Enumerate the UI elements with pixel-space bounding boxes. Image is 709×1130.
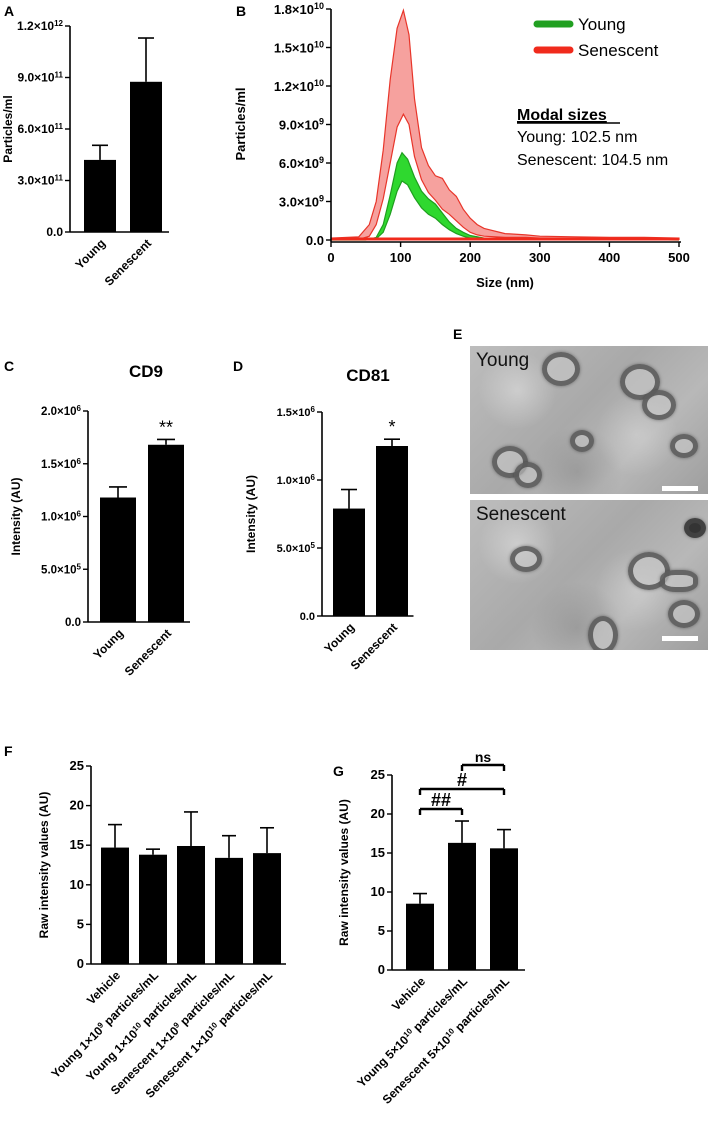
- comparison-label: ##: [431, 790, 451, 810]
- em-label-young: Young: [476, 350, 530, 371]
- panel-letter: C: [4, 358, 14, 374]
- y-axis-label: Intensity (AU): [9, 477, 23, 555]
- legend-label: Young: [578, 15, 626, 34]
- category-label: Senescent: [348, 620, 400, 672]
- y-axis-label: Intensity (AU): [244, 475, 258, 553]
- panel-letter: B: [236, 3, 246, 19]
- chart-title: CD81: [346, 366, 389, 385]
- significance-marker: **: [159, 417, 173, 437]
- category-label: Vehicle: [389, 974, 428, 1013]
- em-image-senescent: Senescent: [470, 500, 708, 650]
- bar: [333, 508, 365, 616]
- y-tick-label: 20: [70, 798, 84, 813]
- y-tick-label: 15: [70, 837, 84, 852]
- y-tick-label: 0: [77, 956, 84, 971]
- em-image-young: Young: [470, 346, 708, 494]
- x-tick-label: 400: [599, 250, 621, 265]
- x-tick-label: 500: [668, 250, 690, 265]
- annotation-title: Modal sizes: [517, 107, 607, 124]
- scale-bar: [662, 636, 698, 641]
- y-tick-label: 6.0×109: [279, 155, 324, 171]
- annotation-line: Senescent: 104.5 nm: [517, 152, 668, 169]
- y-tick-label: 5: [378, 923, 385, 938]
- x-tick-label: 200: [459, 250, 481, 265]
- y-tick-label: 1.0×106: [41, 509, 82, 524]
- significance-marker: *: [388, 417, 395, 437]
- category-label: Senescent: [122, 626, 174, 678]
- y-tick-label: 0.0: [46, 225, 63, 239]
- y-tick-label: 1.5×106: [277, 405, 316, 420]
- y-tick-label: 1.0×106: [277, 473, 316, 488]
- panel-letter: E: [453, 326, 462, 342]
- category-label: Young: [90, 626, 126, 662]
- y-tick-label: 1.8×1010: [274, 1, 324, 17]
- y-tick-label: 3.0×1011: [17, 173, 63, 188]
- category-label: Young: [72, 236, 108, 272]
- x-tick-label: 300: [529, 250, 551, 265]
- bar: [253, 853, 281, 964]
- y-axis-label: Raw intensity values (AU): [337, 799, 351, 946]
- y-axis-label: Particles/ml: [1, 95, 15, 162]
- y-axis-label: Particles/ml: [233, 88, 248, 161]
- bar: [101, 847, 129, 964]
- category-label: Young: [321, 620, 357, 656]
- y-tick-label: 25: [371, 767, 385, 782]
- panel-letter: D: [233, 358, 243, 374]
- y-tick-label: 3.0×109: [279, 194, 324, 210]
- bar: [84, 159, 116, 232]
- panel-letter: A: [4, 3, 14, 19]
- y-tick-label: 1.2×1012: [17, 19, 63, 34]
- panel-letter: G: [333, 763, 344, 779]
- y-tick-label: 20: [371, 806, 385, 821]
- annotation-line: Young: 102.5 nm: [517, 129, 637, 146]
- bar: [130, 81, 162, 233]
- y-tick-label: 0.0: [65, 617, 81, 629]
- y-tick-label: 6.0×1011: [17, 122, 63, 137]
- bar: [215, 857, 243, 964]
- bar: [100, 497, 136, 622]
- bar: [406, 903, 434, 970]
- bar: [376, 446, 408, 616]
- x-tick-label: 0: [327, 250, 334, 265]
- panel-letter: F: [4, 743, 13, 759]
- y-axis-label: Raw intensity values (AU): [37, 792, 51, 939]
- y-tick-label: 0: [378, 962, 385, 977]
- y-tick-label: 1.5×106: [41, 456, 82, 471]
- y-tick-label: 10: [371, 884, 385, 899]
- y-tick-label: 25: [70, 758, 84, 773]
- x-tick-label: 100: [390, 250, 412, 265]
- bar: [177, 845, 205, 964]
- y-tick-label: 10: [70, 877, 84, 892]
- y-tick-label: 5.0×105: [277, 541, 316, 556]
- scale-bar: [662, 486, 698, 491]
- comparison-label: #: [457, 770, 467, 790]
- x-axis-label: Size (nm): [476, 275, 534, 290]
- em-label-senescent: Senescent: [476, 504, 566, 525]
- y-tick-label: 5: [77, 916, 84, 931]
- bar: [490, 848, 518, 970]
- comparison-label: ns: [475, 749, 492, 765]
- y-tick-label: 9.0×109: [279, 117, 324, 133]
- category-label: Senescent: [102, 236, 154, 288]
- y-tick-label: 5.0×105: [41, 562, 82, 577]
- y-tick-label: 0.0: [306, 233, 324, 248]
- y-tick-label: 1.5×1010: [274, 40, 324, 56]
- chart-title: CD9: [129, 362, 163, 381]
- bar: [448, 842, 476, 970]
- y-tick-label: 2.0×106: [41, 404, 82, 419]
- y-tick-label: 0.0: [300, 611, 315, 623]
- bar: [139, 854, 167, 964]
- y-tick-label: 9.0×1011: [17, 70, 63, 85]
- bar: [148, 444, 184, 622]
- y-tick-label: 15: [371, 845, 385, 860]
- y-tick-label: 1.2×1010: [274, 78, 324, 94]
- legend-label: Senescent: [578, 41, 659, 60]
